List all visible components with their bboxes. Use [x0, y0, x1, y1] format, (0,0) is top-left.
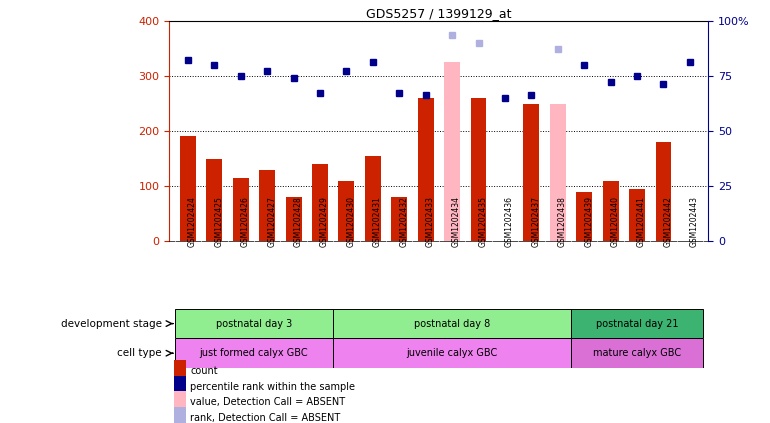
- Text: development stage: development stage: [61, 319, 162, 329]
- Bar: [550, 104, 566, 241]
- Bar: [333, 338, 571, 368]
- Text: GSM1202432: GSM1202432: [400, 196, 408, 247]
- Text: GSM1202425: GSM1202425: [214, 196, 223, 247]
- Bar: [629, 189, 645, 241]
- Text: GSM1202430: GSM1202430: [346, 195, 356, 247]
- Bar: [365, 156, 381, 241]
- Bar: [576, 192, 592, 241]
- Text: just formed calyx GBC: just formed calyx GBC: [199, 348, 308, 358]
- Text: GSM1202434: GSM1202434: [452, 195, 461, 247]
- Text: GSM1202439: GSM1202439: [584, 195, 593, 247]
- Bar: [233, 178, 249, 241]
- Text: GSM1202431: GSM1202431: [373, 196, 382, 247]
- Text: cell type: cell type: [117, 348, 162, 358]
- Text: GSM1202440: GSM1202440: [611, 195, 620, 247]
- Text: GSM1202428: GSM1202428: [293, 196, 303, 247]
- Text: GSM1202433: GSM1202433: [426, 195, 435, 247]
- Bar: [603, 181, 618, 241]
- Bar: [470, 98, 487, 241]
- Bar: [655, 142, 671, 241]
- Bar: [444, 62, 460, 241]
- Text: postnatal day 21: postnatal day 21: [596, 319, 678, 329]
- Title: GDS5257 / 1399129_at: GDS5257 / 1399129_at: [367, 7, 511, 20]
- Bar: [524, 104, 539, 241]
- Bar: [174, 391, 186, 410]
- Text: rank, Detection Call = ABSENT: rank, Detection Call = ABSENT: [190, 412, 340, 423]
- Text: GSM1202426: GSM1202426: [241, 196, 249, 247]
- Text: GSM1202429: GSM1202429: [320, 196, 329, 247]
- Bar: [550, 153, 566, 241]
- Text: GSM1202427: GSM1202427: [267, 196, 276, 247]
- Bar: [571, 309, 703, 338]
- Text: postnatal day 3: postnatal day 3: [216, 319, 292, 329]
- Bar: [206, 159, 223, 241]
- Text: GSM1202436: GSM1202436: [505, 195, 514, 247]
- Bar: [180, 135, 196, 241]
- Text: juvenile calyx GBC: juvenile calyx GBC: [407, 348, 497, 358]
- Bar: [391, 197, 407, 241]
- Bar: [286, 197, 302, 241]
- Text: GSM1202438: GSM1202438: [557, 196, 567, 247]
- Text: postnatal day 8: postnatal day 8: [414, 319, 490, 329]
- Text: GSM1202441: GSM1202441: [637, 196, 646, 247]
- Bar: [339, 181, 354, 241]
- Text: GSM1202424: GSM1202424: [188, 196, 197, 247]
- Text: GSM1202437: GSM1202437: [531, 195, 541, 247]
- Bar: [174, 360, 186, 379]
- Bar: [174, 376, 186, 396]
- Text: percentile rank within the sample: percentile rank within the sample: [190, 382, 355, 392]
- Bar: [175, 338, 333, 368]
- Bar: [175, 309, 333, 338]
- Bar: [571, 338, 703, 368]
- Text: GSM1202442: GSM1202442: [664, 196, 672, 247]
- Text: mature calyx GBC: mature calyx GBC: [593, 348, 681, 358]
- Bar: [312, 164, 328, 241]
- Text: GSM1202443: GSM1202443: [690, 195, 699, 247]
- Bar: [418, 98, 434, 241]
- Bar: [259, 170, 275, 241]
- Text: value, Detection Call = ABSENT: value, Detection Call = ABSENT: [190, 397, 345, 407]
- Bar: [174, 407, 186, 423]
- Bar: [333, 309, 571, 338]
- Text: count: count: [190, 366, 218, 376]
- Text: GSM1202435: GSM1202435: [478, 195, 487, 247]
